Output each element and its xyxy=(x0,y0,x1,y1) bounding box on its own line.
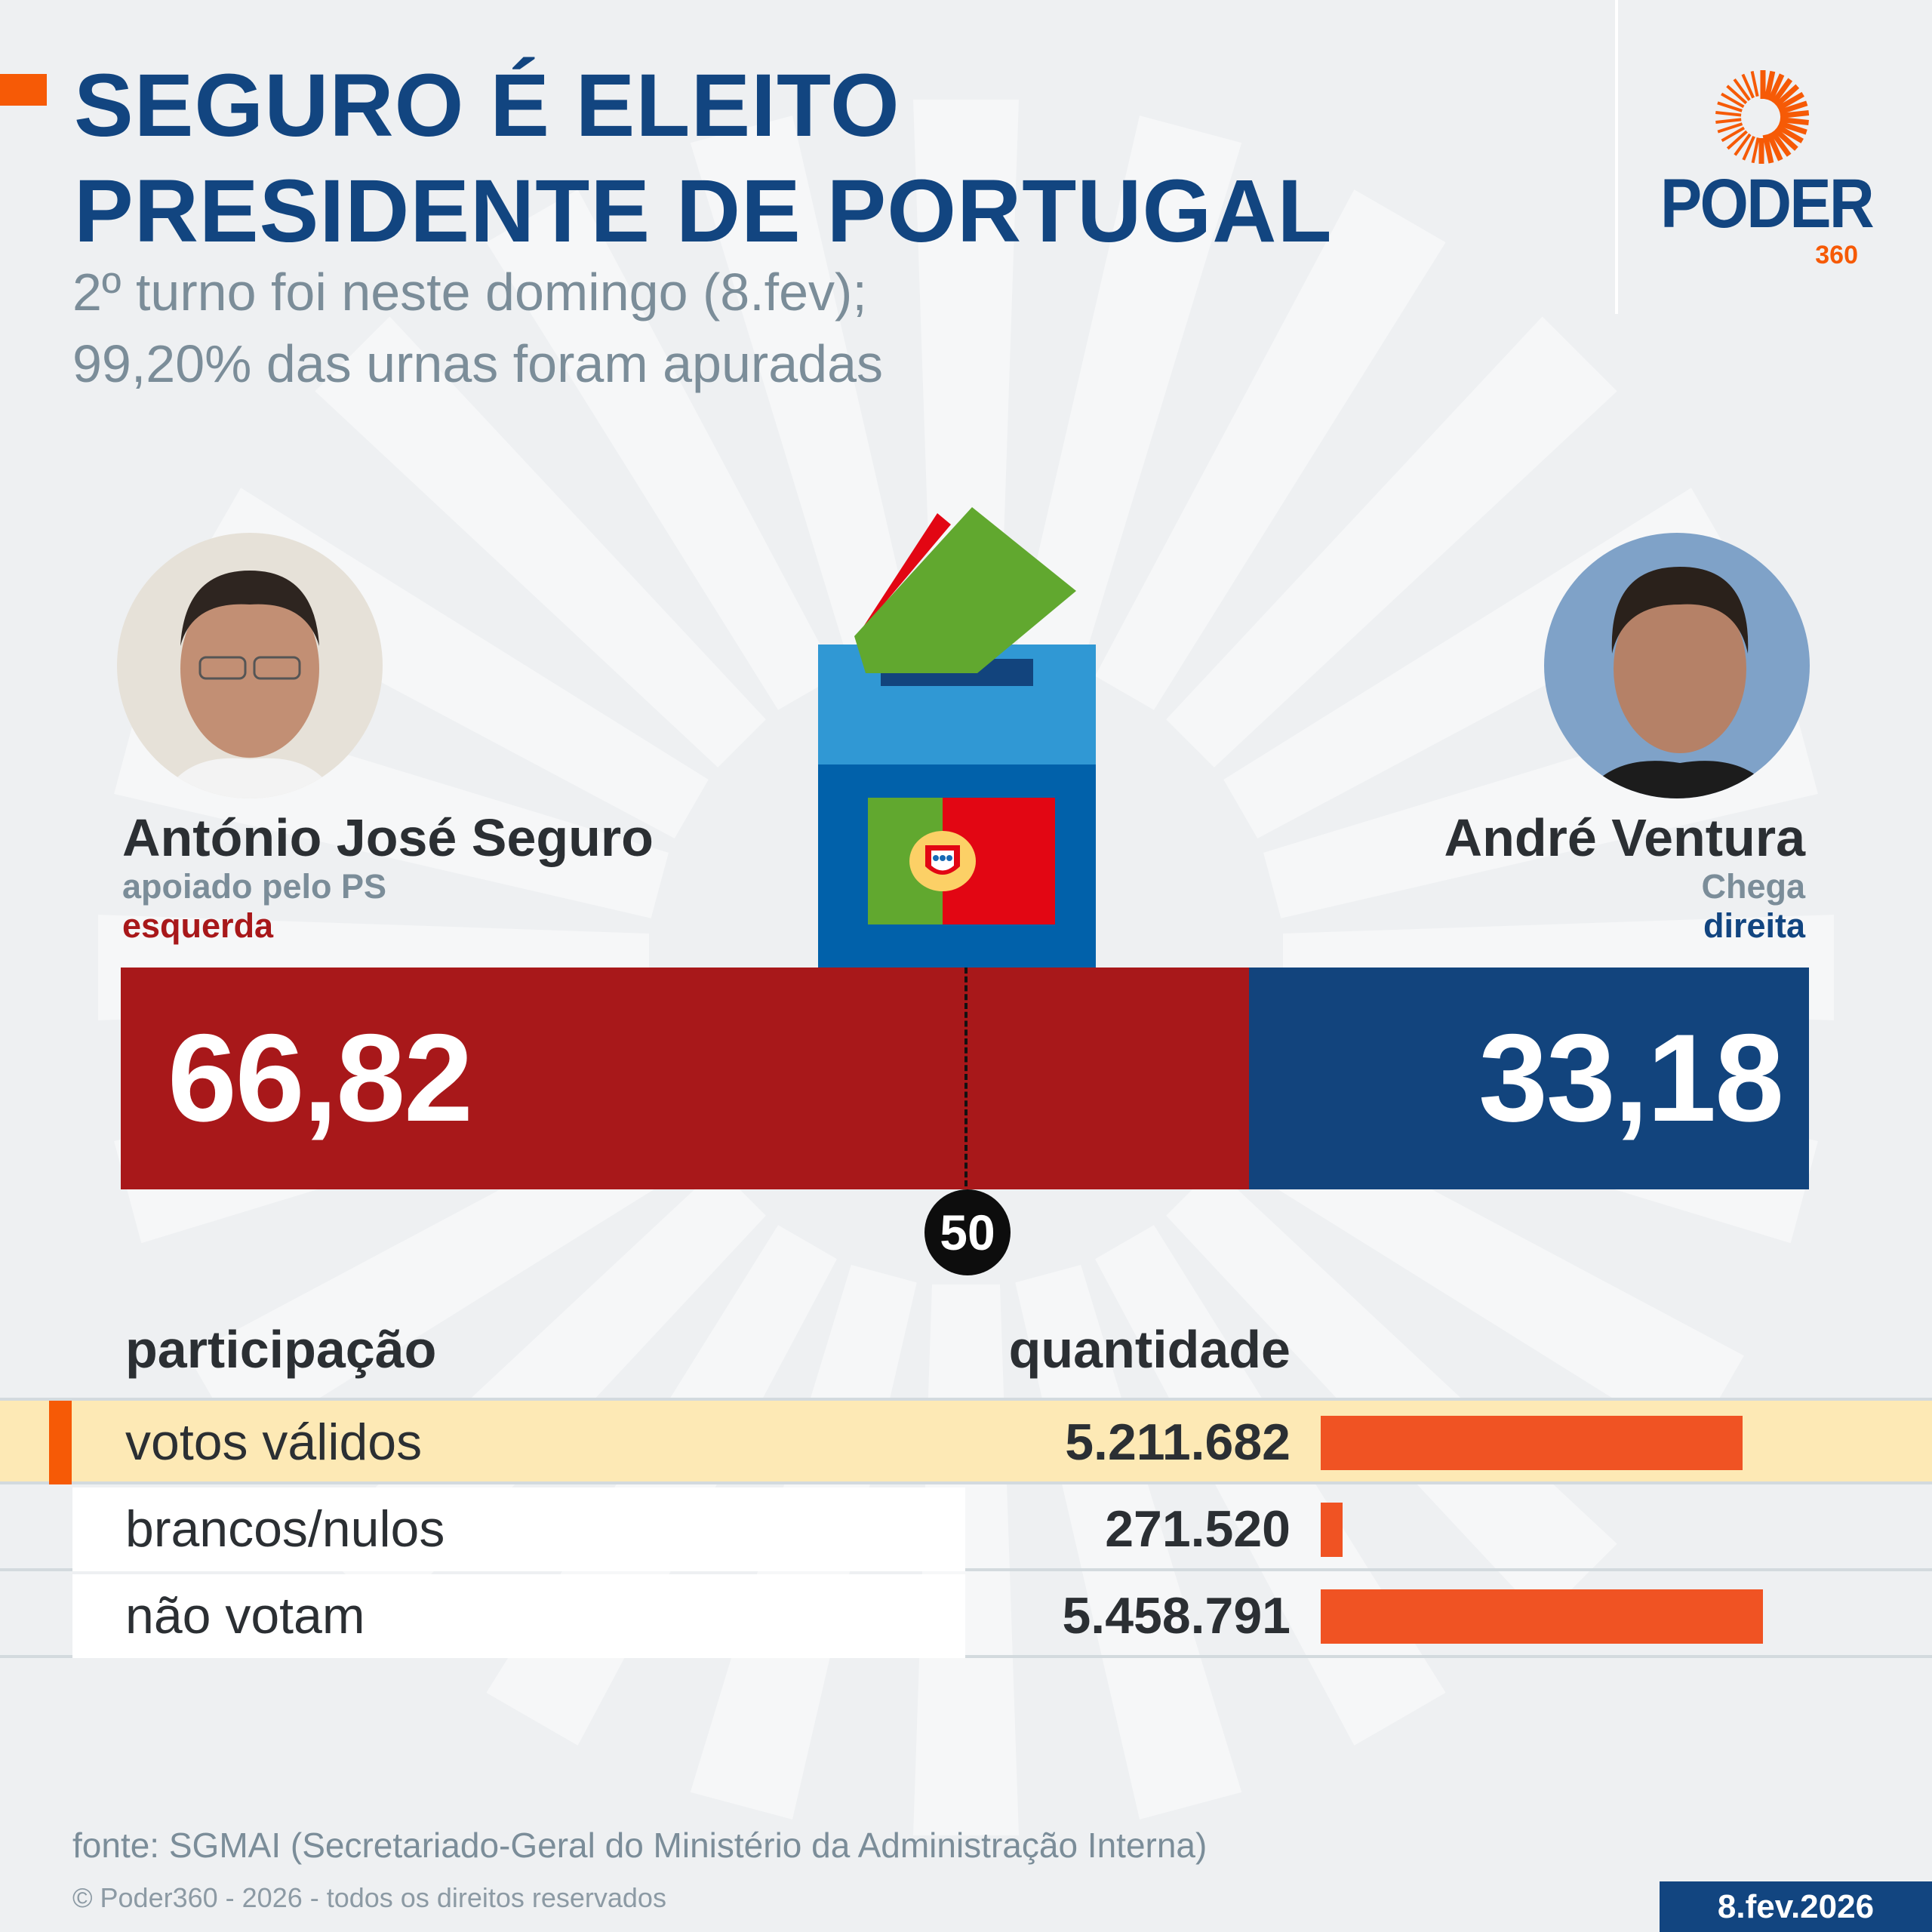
candidate-left-support: apoiado pelo PS xyxy=(122,867,387,906)
row-bar xyxy=(1321,1589,1763,1644)
row-value: 5.458.791 xyxy=(1062,1587,1291,1644)
ballot-box-icon xyxy=(818,507,1096,968)
sun-ray xyxy=(1734,133,1752,156)
sun-ray xyxy=(1778,121,1807,135)
row-label: votos válidos xyxy=(125,1414,423,1471)
sun-ray xyxy=(1767,73,1785,102)
sun-ray xyxy=(1776,124,1804,143)
sun-ray xyxy=(1779,100,1808,115)
sun-ray xyxy=(1780,110,1810,118)
sun-icon xyxy=(1715,70,1810,164)
table-row: votos válidos 5.211.682 xyxy=(0,1401,1932,1484)
sun-ray xyxy=(1764,70,1776,100)
col-header-quantidade: quantidade xyxy=(1008,1320,1291,1379)
candidate-left-side: esquerda xyxy=(122,906,274,945)
subtitle-line-1: 2º turno foi neste domingo (8.fev); xyxy=(72,263,867,321)
col-header-participacao: participação xyxy=(125,1320,437,1379)
sun-ray xyxy=(1717,101,1743,112)
row-label: não votam xyxy=(125,1587,365,1644)
subtitle-line-2: 99,20% das urnas foram apuradas xyxy=(72,334,883,393)
candidate-right-support: Chega xyxy=(1701,867,1805,906)
sun-ray xyxy=(1726,85,1748,105)
candidate-right-name: André Ventura xyxy=(1444,808,1805,867)
row-bar xyxy=(1321,1503,1343,1557)
majority-line xyxy=(964,968,968,1186)
table-row: não votam 5.458.791 xyxy=(0,1574,1932,1658)
candidate-right-side: direita xyxy=(1703,906,1805,945)
sun-ray xyxy=(1715,118,1742,124)
sun-ray xyxy=(1721,126,1746,143)
row-label: brancos/nulos xyxy=(125,1500,445,1558)
sun-ray xyxy=(1771,78,1793,105)
sun-ray xyxy=(1766,132,1783,162)
sun-ray xyxy=(1741,73,1755,99)
seguro-result-bar xyxy=(121,968,1249,1189)
background-ray xyxy=(1015,115,1242,670)
candidate-left-name: António José Seguro xyxy=(122,808,654,867)
background-ray xyxy=(1166,1168,1617,1619)
sun-ray xyxy=(1762,134,1774,164)
sun-ray xyxy=(1742,135,1755,161)
sun-ray xyxy=(1721,92,1745,109)
background-ray xyxy=(1166,316,1617,768)
row-bg xyxy=(72,1574,965,1658)
sun-ray xyxy=(1726,130,1748,150)
poder360-logo: PODER 360 xyxy=(1653,68,1875,279)
sun-ray xyxy=(1715,111,1742,117)
sun-ray xyxy=(1773,128,1798,151)
accent-mark xyxy=(0,74,47,106)
sun-ray xyxy=(1751,137,1760,164)
sun-ray xyxy=(1780,117,1809,125)
row-bar xyxy=(1321,1416,1743,1470)
row-value: 5.211.682 xyxy=(1065,1414,1291,1471)
table-top-line xyxy=(0,1398,1932,1401)
row-bg xyxy=(72,1487,965,1571)
ventura-result-bar xyxy=(1248,968,1809,1189)
background-ray xyxy=(315,316,766,768)
row-value: 271.520 xyxy=(1105,1500,1291,1558)
background-ray xyxy=(1095,189,1446,710)
background-ray xyxy=(913,100,1019,651)
title-line-1: SEGURO É ELEITO xyxy=(74,56,900,155)
highlight-marker xyxy=(49,1401,72,1484)
ventura-photo xyxy=(1544,533,1810,798)
title-line-2: PRESIDENTE DE PORTUGAL xyxy=(74,162,1333,261)
ventura-percent: 33,18 xyxy=(1478,1008,1784,1147)
background-ray xyxy=(690,115,917,670)
sun-ray xyxy=(1717,122,1743,134)
table-row: brancos/nulos 271.520 xyxy=(0,1487,1932,1571)
sun-ray xyxy=(1750,71,1759,97)
majority-marker: 50 xyxy=(924,1189,1011,1275)
sun-ray xyxy=(1758,138,1764,164)
sun-ray xyxy=(1770,130,1792,157)
seguro-percent: 66,82 xyxy=(168,1008,473,1147)
source-text: fonte: SGMAI (Secretariado-Geral do Mini… xyxy=(72,1826,1208,1865)
header-divider xyxy=(1615,0,1618,314)
seguro-photo xyxy=(117,533,383,798)
date-badge: 8.fev.2026 xyxy=(1660,1881,1932,1932)
copyright-text: © Poder360 - 2026 - todos os direitos re… xyxy=(72,1882,666,1913)
sun-ray xyxy=(1760,70,1766,99)
background-ray xyxy=(486,189,837,710)
sun-ray xyxy=(1777,91,1804,111)
sun-ray xyxy=(1774,84,1800,108)
logo-text: PODER xyxy=(1660,165,1875,242)
sun-ray xyxy=(1733,78,1751,101)
logo-sub: 360 xyxy=(1815,241,1858,269)
